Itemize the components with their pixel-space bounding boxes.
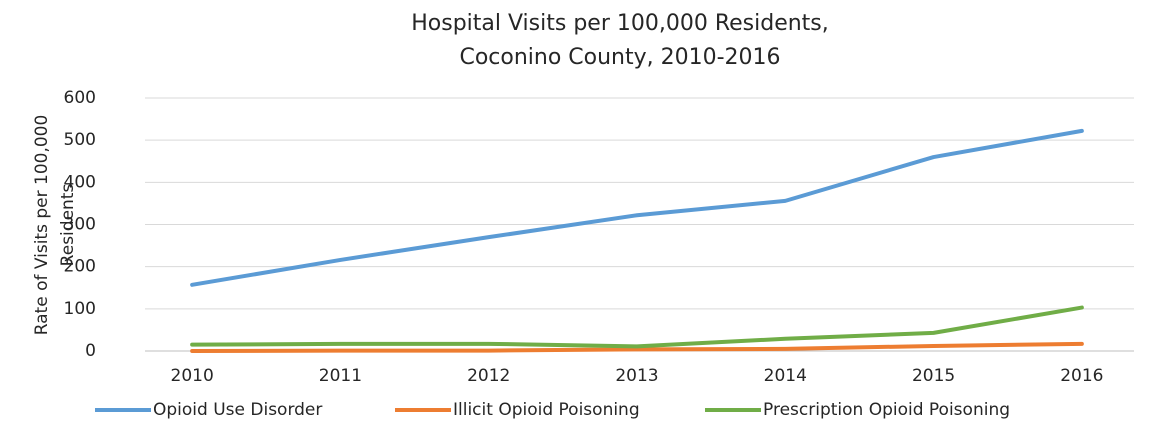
- x-tick-label: 2011: [319, 366, 362, 386]
- y-tick-label: 100: [64, 299, 96, 319]
- y-axis-label-line: Residents: [58, 184, 78, 267]
- x-tick-label: 2016: [1060, 366, 1103, 386]
- chart-title: Coconino County, 2010-2016: [459, 45, 780, 70]
- legend-label: Opioid Use Disorder: [153, 400, 322, 420]
- y-axis-label-line: Rate of Visits per 100,000: [32, 115, 52, 336]
- y-axis-label: Rate of Visits per 100,000 Residents: [32, 115, 78, 336]
- y-tick-label: 300: [64, 215, 96, 235]
- x-tick-label: 2013: [615, 366, 658, 386]
- x-tick-label: 2012: [467, 366, 510, 386]
- y-tick-label: 0: [85, 341, 96, 361]
- chart-title: Hospital Visits per 100,000 Residents,: [411, 11, 829, 36]
- series-line: [190, 128, 1084, 287]
- x-tick-label: 2015: [912, 366, 955, 386]
- legend-label: Illicit Opioid Poisoning: [453, 400, 640, 420]
- series-line: [190, 305, 1084, 349]
- y-tick-label: 500: [64, 130, 96, 150]
- y-tick-label: 600: [64, 88, 96, 108]
- x-tick-label: 2014: [764, 366, 807, 386]
- legend-label: Prescription Opioid Poisoning: [763, 400, 1010, 420]
- y-tick-label: 200: [64, 257, 96, 277]
- series-line: [190, 341, 1084, 353]
- y-tick-label: 400: [64, 172, 96, 192]
- x-tick-label: 2010: [171, 366, 214, 386]
